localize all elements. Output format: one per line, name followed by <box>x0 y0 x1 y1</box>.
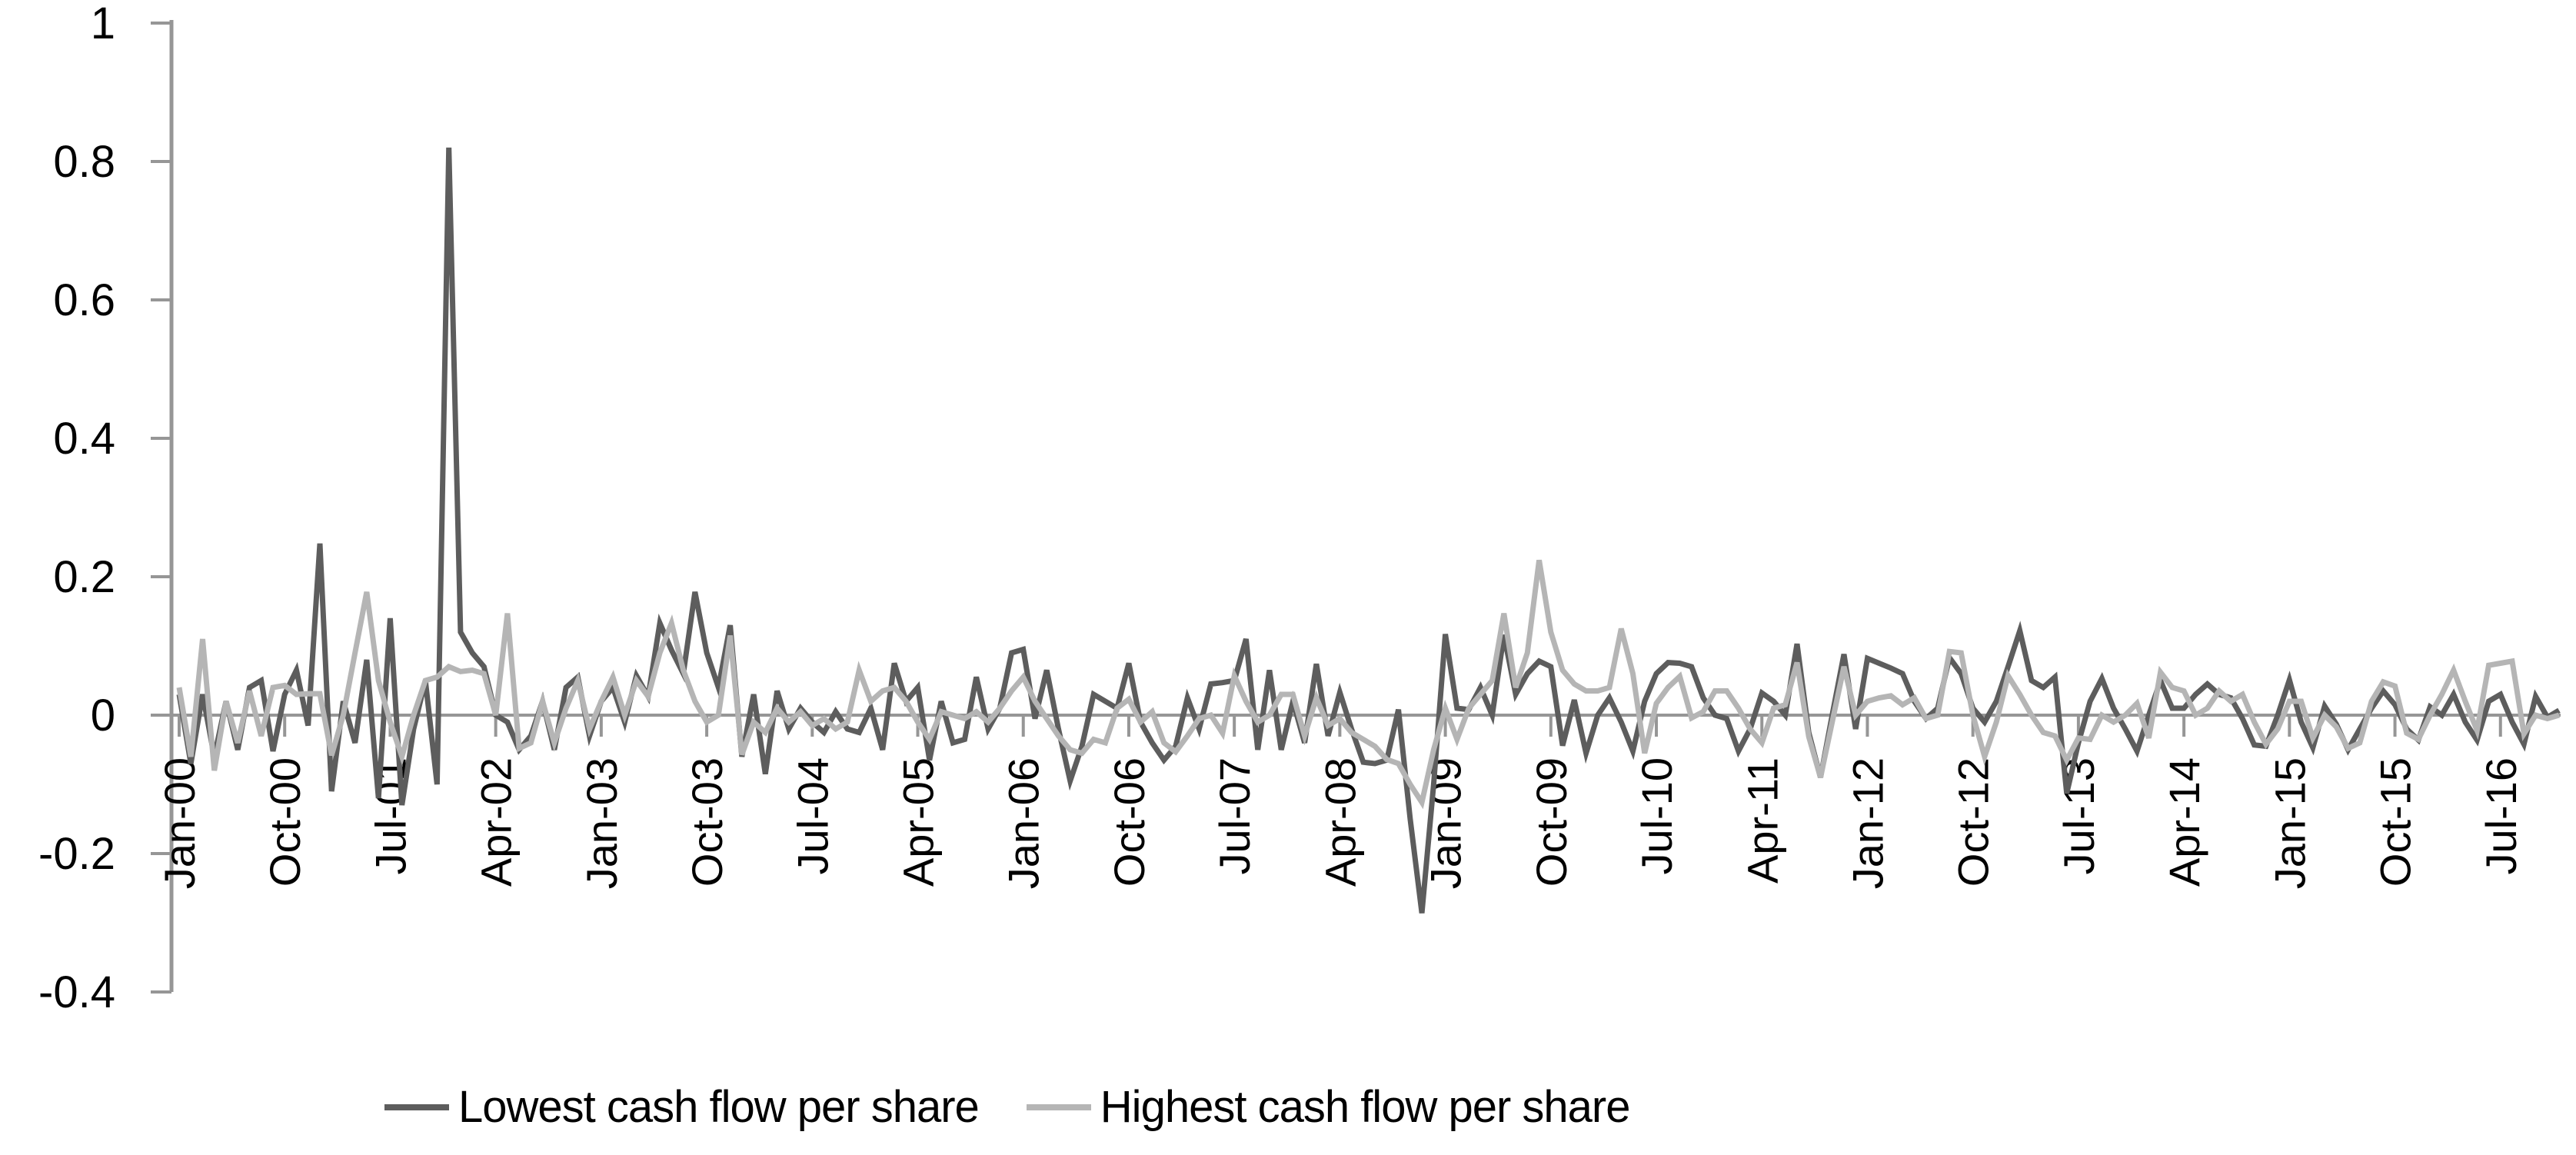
x-axis: Jan-00 Oct-00 Jul-01 Apr-02 Jan-03 Oct-03 Jul-… <box>155 714 2561 889</box>
y-tick-label: -0.4 <box>38 967 115 1017</box>
y-tick-label: 0.8 <box>53 137 115 187</box>
x-tick-label: Oct-00 <box>261 757 309 887</box>
y-tick-label: 0.4 <box>53 414 115 464</box>
x-tick-label: Apr-14 <box>2160 757 2208 887</box>
x-tick-label: Jul-04 <box>788 757 837 875</box>
x-tick-label: Apr-02 <box>472 757 521 887</box>
x-tick-label: Oct-06 <box>1105 757 1153 887</box>
x-tick-label: Jul-10 <box>1632 757 1681 875</box>
y-tick-label: 0.2 <box>53 552 115 602</box>
series-line-highest <box>176 559 2560 810</box>
x-tick-label: Oct-15 <box>2371 757 2420 887</box>
y-axis: 1 0.8 0.6 0.4 0.2 0 -0.2 -0.4 <box>38 0 174 1017</box>
x-tick-label: Apr-11 <box>1738 757 1786 884</box>
legend-item-lowest[interactable]: Lowest cash flow per share <box>384 1081 980 1133</box>
x-tick-label: Jul-13 <box>2055 757 2103 875</box>
x-tick-label: Jul-07 <box>1210 757 1259 875</box>
legend-line-swatch-lowest <box>384 1103 449 1110</box>
x-tick-label: Jul-16 <box>2477 757 2525 875</box>
x-tick-label: Jan-06 <box>1000 757 1048 889</box>
legend-label-highest: Highest cash flow per share <box>1100 1082 1631 1132</box>
x-tick-label: Jan-03 <box>577 757 626 889</box>
x-tick-label: Oct-12 <box>1949 757 1998 887</box>
y-tick-label: 0 <box>91 691 115 741</box>
y-tick-label: -0.2 <box>38 829 115 879</box>
x-tick-label: Oct-09 <box>1527 757 1576 887</box>
x-tick-label: Apr-05 <box>894 757 943 887</box>
legend-label-lowest: Lowest cash flow per share <box>458 1082 980 1132</box>
y-tick-label: 0.6 <box>53 275 115 325</box>
legend: Lowest cash flow per share Highest cash … <box>384 1081 1631 1133</box>
legend-line-swatch-highest <box>1026 1103 1091 1110</box>
x-tick-label: Oct-03 <box>683 757 731 887</box>
y-tick-label: 1 <box>91 0 115 48</box>
x-tick-label: Apr-08 <box>1316 757 1364 887</box>
x-tick-label: Jan-00 <box>155 757 204 889</box>
x-tick-label: Jan-15 <box>2265 757 2314 889</box>
series-lines <box>176 147 2561 914</box>
legend-item-highest[interactable]: Highest cash flow per share <box>1026 1081 1631 1133</box>
x-tick-label: Jan-12 <box>1843 757 1892 889</box>
